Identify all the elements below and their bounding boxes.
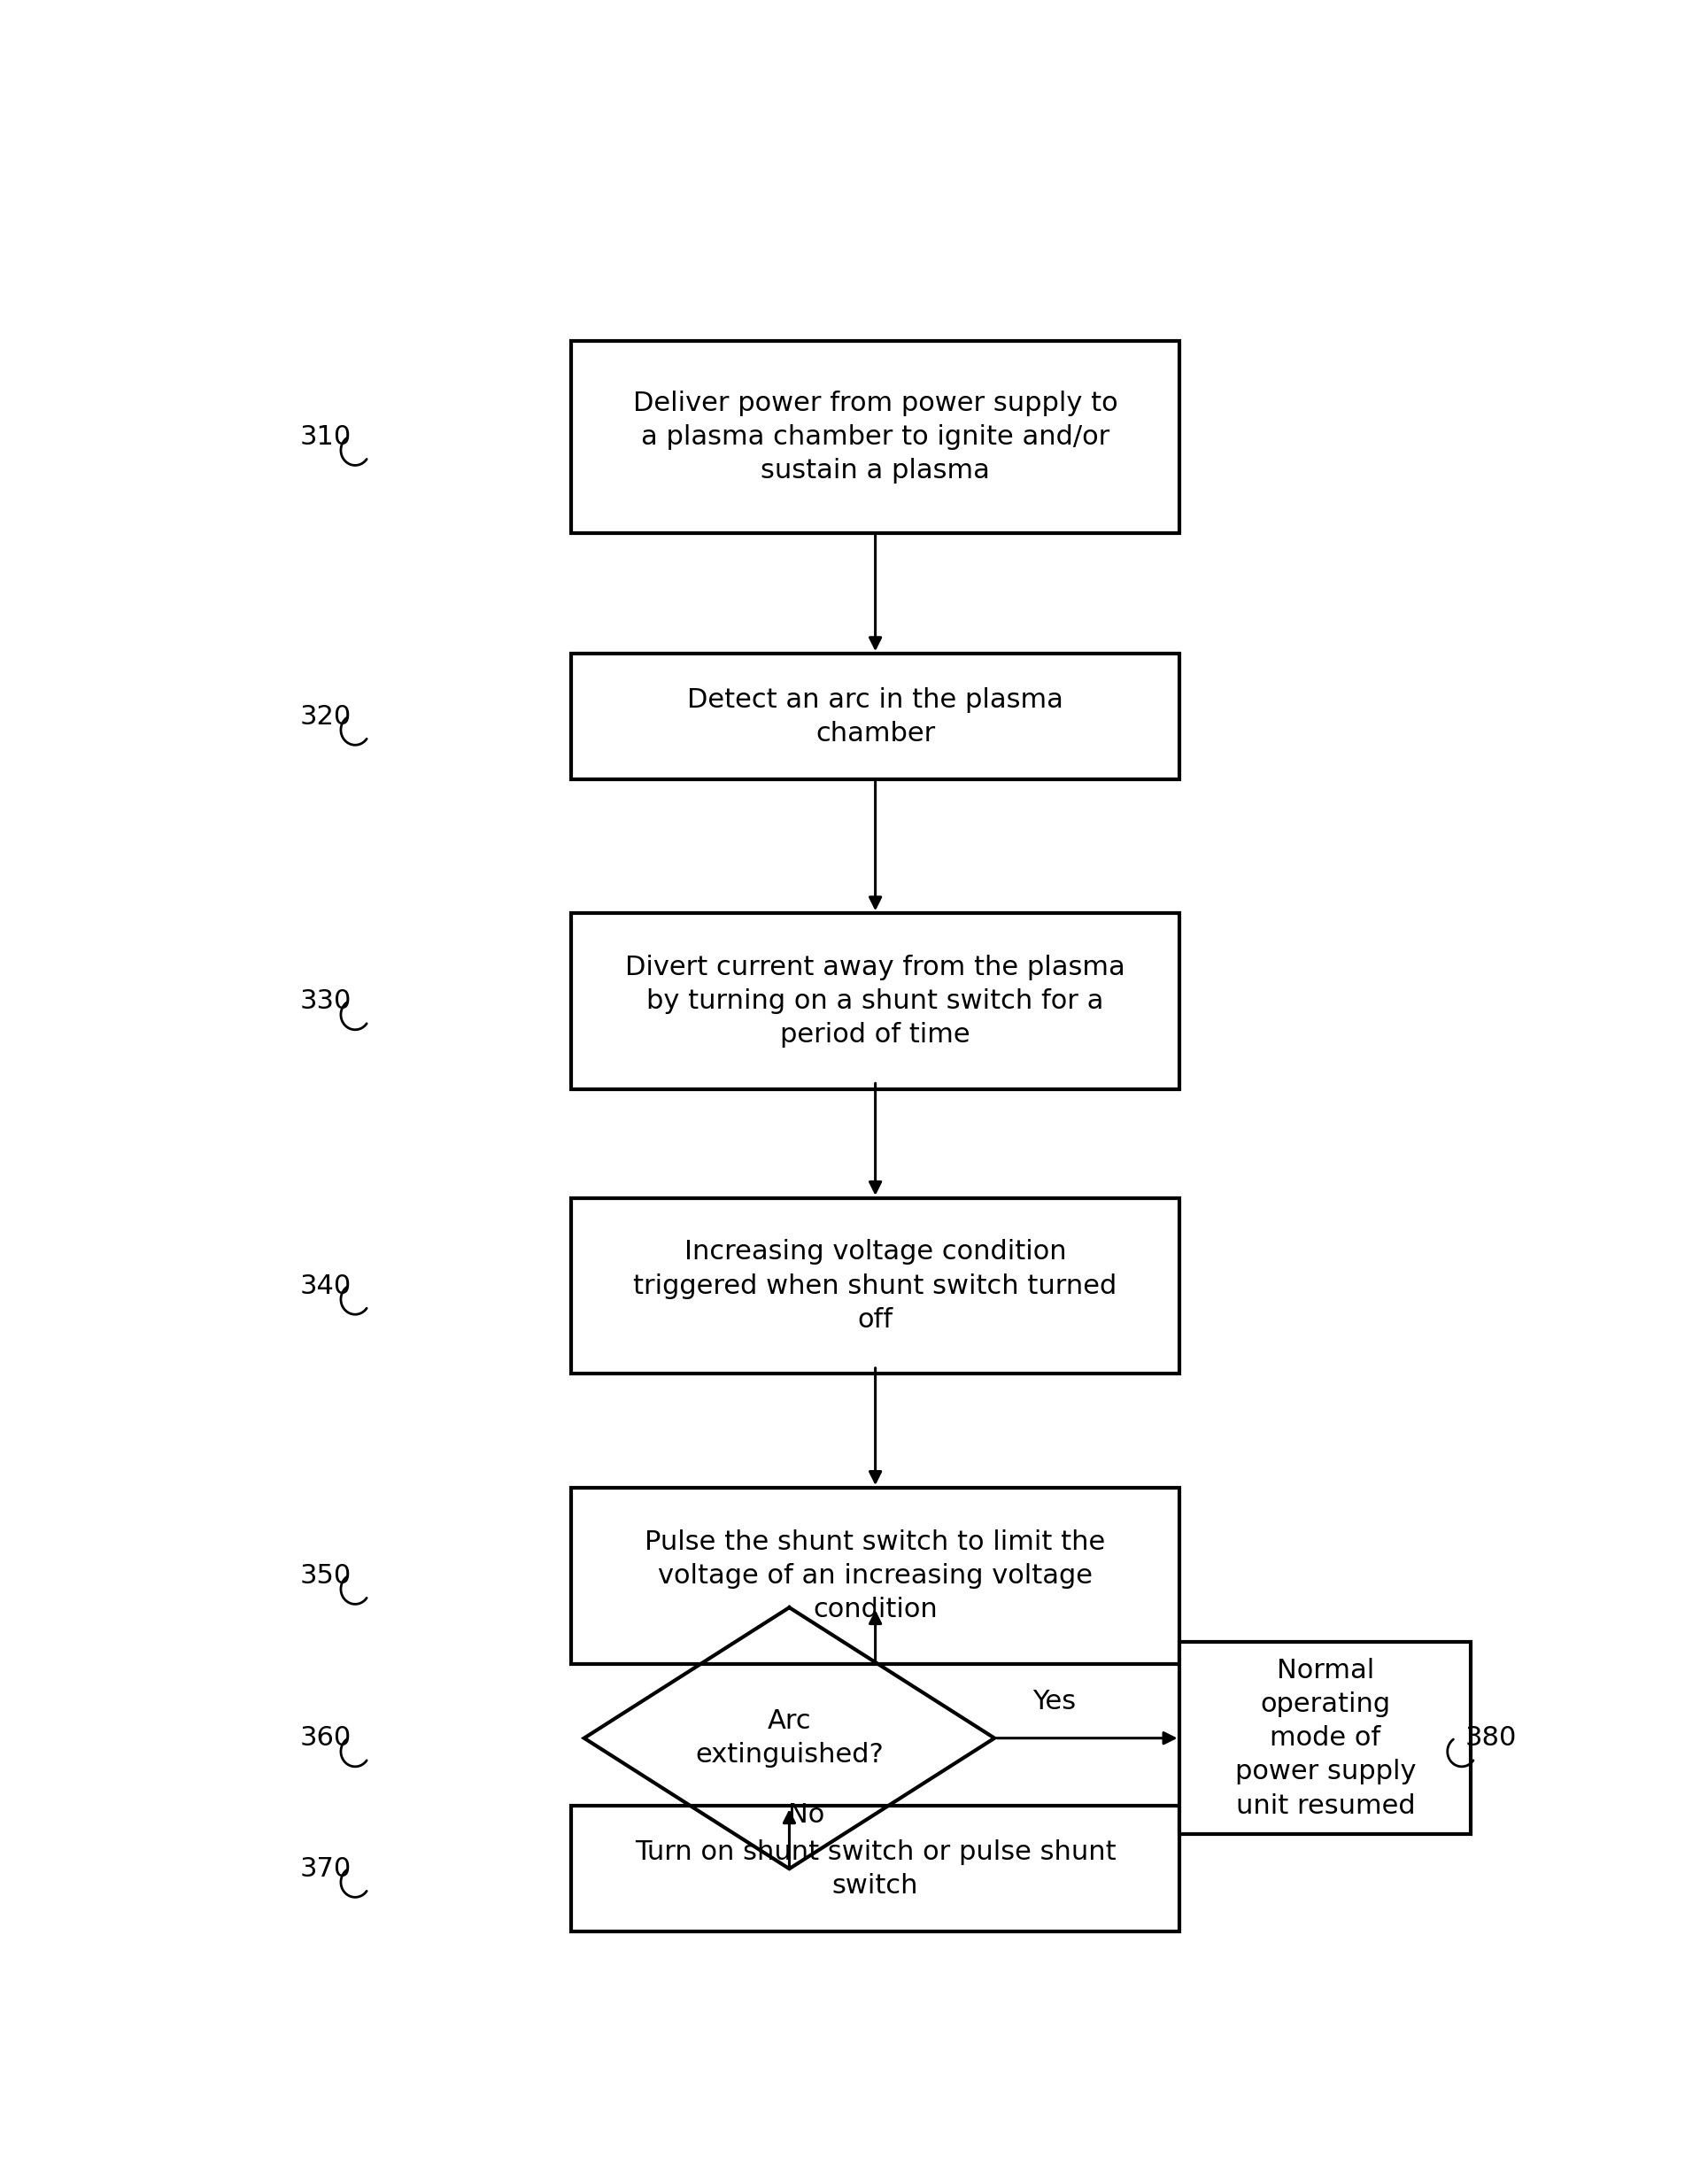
Text: 370: 370	[301, 1855, 352, 1881]
Bar	[570, 914, 1180, 1090]
Bar	[570, 655, 1180, 779]
Text: 350: 350	[301, 1564, 352, 1588]
Text: No: No	[789, 1803, 825, 1827]
Text: Arc
extinguished?: Arc extinguished?	[695, 1707, 883, 1768]
Text: Turn on shunt switch or pulse shunt
switch: Turn on shunt switch or pulse shunt swit…	[635, 1840, 1115, 1899]
Text: Yes: Yes	[1032, 1688, 1076, 1714]
Text: 340: 340	[301, 1272, 352, 1298]
Text: Deliver power from power supply to
a plasma chamber to ignite and/or
sustain a p: Deliver power from power supply to a pla…	[634, 389, 1117, 483]
Text: Increasing voltage condition
triggered when shunt switch turned
off: Increasing voltage condition triggered w…	[634, 1240, 1117, 1333]
Text: Normal
operating
mode of
power supply
unit resumed: Normal operating mode of power supply un…	[1235, 1657, 1416, 1818]
Text: Pulse the shunt switch to limit the
voltage of an increasing voltage
condition: Pulse the shunt switch to limit the volt…	[646, 1529, 1105, 1623]
Text: 360: 360	[301, 1725, 352, 1751]
Text: Divert current away from the plasma
by turning on a shunt switch for a
period of: Divert current away from the plasma by t…	[625, 955, 1126, 1048]
Text: Detect an arc in the plasma
chamber: Detect an arc in the plasma chamber	[687, 687, 1064, 746]
Bar	[570, 341, 1180, 533]
Text: 310: 310	[301, 424, 352, 450]
Bar	[1180, 1642, 1471, 1834]
Bar	[570, 1198, 1180, 1375]
Text: 380: 380	[1465, 1725, 1517, 1751]
Polygon shape	[584, 1607, 994, 1868]
Bar	[570, 1805, 1180, 1931]
Text: 320: 320	[301, 705, 352, 729]
Bar	[570, 1488, 1180, 1664]
Text: 330: 330	[301, 987, 352, 1014]
